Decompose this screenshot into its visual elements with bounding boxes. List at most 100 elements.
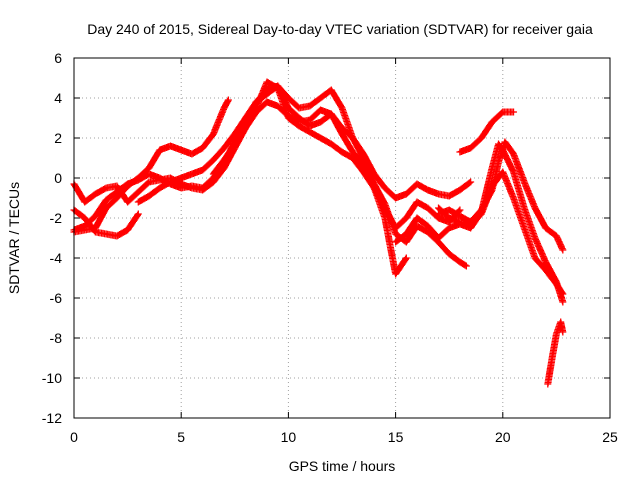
x-axis-label: GPS time / hours — [289, 458, 396, 474]
data-point-segment — [544, 356, 556, 388]
data-point-segment — [520, 178, 538, 211]
data-point-segment — [552, 280, 566, 297]
data-point-segment — [113, 227, 130, 240]
data-point-segment — [220, 141, 238, 164]
data-point-segment — [338, 124, 356, 141]
data-point-segment — [252, 99, 270, 116]
y-tick-label: -4 — [50, 250, 63, 266]
y-tick-label: 0 — [54, 170, 62, 186]
data-point-segment — [91, 185, 109, 198]
data-point-segment — [199, 131, 216, 152]
data-point-segment — [327, 140, 345, 155]
data-point-segment — [548, 332, 560, 362]
data-point-segment — [510, 150, 528, 184]
y-tick-label: -8 — [50, 330, 63, 346]
data-point-segment — [552, 232, 566, 253]
data-point-segment — [424, 228, 441, 245]
y-tick-label: -2 — [50, 210, 63, 226]
series-track-11 — [544, 318, 567, 388]
data-point-segment — [531, 254, 549, 273]
data-point-segment — [435, 225, 452, 242]
data-point-segment — [134, 193, 152, 206]
x-tick-label: 10 — [281, 429, 297, 445]
data-point-segment — [392, 255, 409, 278]
data-point-segment — [102, 189, 120, 204]
data-point-segment — [295, 122, 312, 135]
series-track-3 — [70, 82, 410, 278]
data-point-segment — [381, 214, 399, 276]
data-point-segment — [445, 250, 463, 265]
x-tick-label: 5 — [177, 429, 185, 445]
data-point-segment — [231, 115, 249, 138]
data-point-segment — [445, 187, 463, 200]
data-point-segment — [338, 148, 355, 161]
data-point-segment — [413, 214, 431, 229]
data-point-segment — [370, 170, 388, 191]
data-point-segment — [510, 168, 528, 210]
data-point-segment — [359, 160, 377, 187]
data-point-segment — [413, 180, 430, 193]
data-point — [510, 108, 518, 116]
data-point-segment — [349, 154, 366, 175]
data-point-segment — [435, 204, 452, 221]
data-point-segment — [413, 222, 430, 235]
data-point-segment — [456, 179, 473, 194]
data-point-segment — [209, 157, 227, 178]
y-tick-label: 6 — [54, 50, 62, 66]
data-point-segment — [520, 224, 538, 260]
data-point-segment — [317, 134, 334, 147]
data-point-segment — [370, 180, 388, 207]
data-point-segment — [188, 145, 205, 158]
data-point-segment — [349, 134, 367, 157]
data-point-segment — [542, 224, 559, 239]
data-point-segment — [349, 148, 366, 167]
series-track-4 — [70, 96, 232, 236]
data-point-segment — [413, 198, 430, 211]
data-point-segment — [392, 231, 409, 246]
data-point-segment — [381, 200, 399, 236]
data-point-segment — [542, 266, 559, 287]
data-point-segment — [306, 107, 323, 124]
data-point-segment — [306, 128, 323, 141]
data-point-segment — [477, 184, 495, 218]
data-point-segment — [445, 206, 463, 219]
data-point-segment — [338, 130, 356, 155]
data-point-segment — [531, 234, 549, 265]
data-point-segment — [156, 179, 173, 192]
data-point — [462, 262, 470, 270]
data-point-segment — [306, 95, 323, 110]
data-point-segment — [124, 189, 141, 206]
data-point-segment — [91, 205, 109, 232]
data-point-segment — [531, 204, 549, 231]
y-tick-label: -6 — [50, 290, 63, 306]
data-point-segment — [199, 157, 216, 174]
data-point-segment — [134, 179, 152, 196]
data-point — [456, 206, 464, 214]
data-point-segment — [145, 147, 163, 172]
data-point — [134, 210, 142, 218]
data-point-segment — [220, 131, 238, 152]
data-point-segment — [209, 105, 227, 138]
data-point — [467, 178, 475, 186]
data-point-segment — [381, 184, 398, 201]
data-point-segment — [91, 197, 109, 220]
data-point-segment — [81, 191, 98, 206]
data-point-segment — [134, 165, 152, 182]
data-point-segment — [113, 183, 131, 202]
data-point-segment — [284, 94, 302, 111]
series-track-2 — [70, 206, 142, 240]
series-track-10 — [435, 168, 567, 298]
series-track-8 — [456, 108, 518, 156]
data-point-segment — [124, 211, 141, 234]
data-point-segment — [124, 175, 141, 190]
data-point-segment — [242, 109, 259, 132]
data-point-segment — [488, 109, 506, 126]
data-point-segment — [424, 222, 441, 241]
y-tick-label: -10 — [42, 370, 62, 386]
data-point — [224, 96, 232, 104]
data-point-segment — [220, 97, 232, 112]
data-point-segment — [501, 138, 517, 157]
data-point-segment — [327, 86, 345, 111]
data-point-segment — [274, 102, 291, 119]
